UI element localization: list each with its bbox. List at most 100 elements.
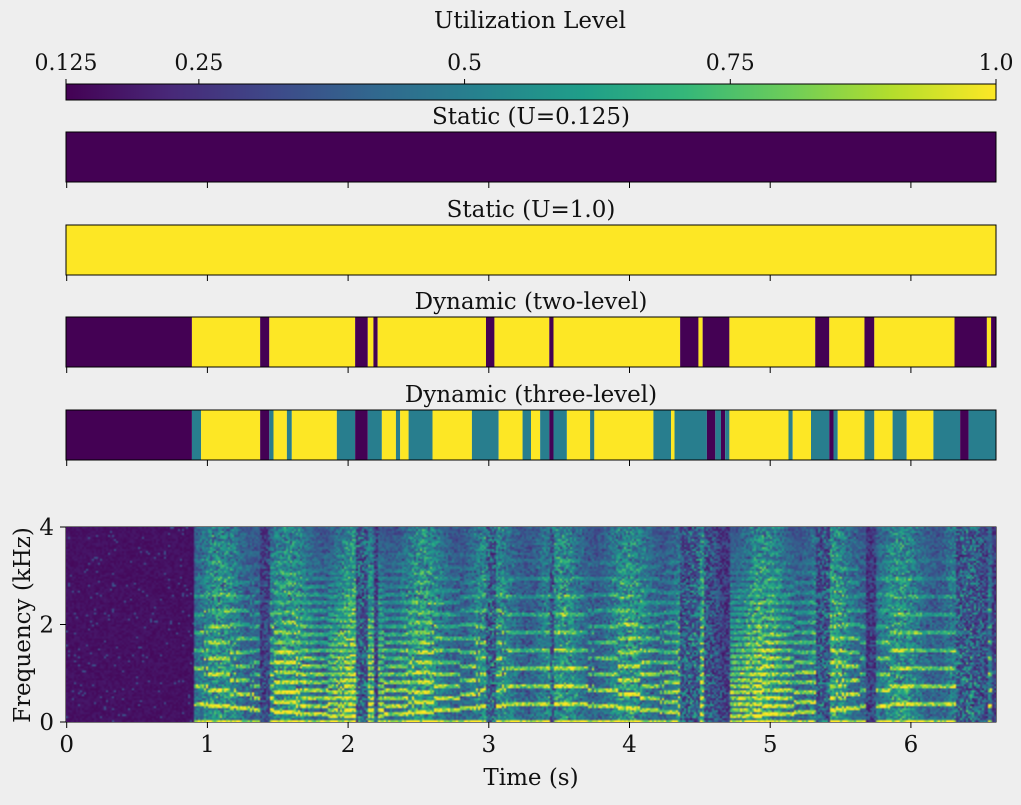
utilization-bar-1: Static (U=1.0): [65, 197, 997, 281]
utilization-segment: [549, 410, 554, 460]
colorbar: [65, 83, 997, 101]
utilization-segment: [698, 317, 703, 367]
utilization-segment: [590, 410, 595, 460]
utilization-segment: [960, 410, 969, 460]
utilization-segment: [829, 410, 834, 460]
utilization-segment: [273, 410, 287, 460]
utilization-segment: [373, 317, 378, 367]
utilization-segment: [269, 410, 274, 460]
utilization-segment: [498, 410, 523, 460]
utilization-segment: [408, 410, 433, 460]
utilization-segment: [291, 410, 337, 460]
bar-frame: [65, 131, 997, 183]
utilization-segment: [471, 410, 499, 460]
utilization-segment: [833, 410, 838, 460]
utilization-segment: [400, 410, 409, 460]
utilization-segment: [906, 410, 934, 460]
utilization-bar-2: Dynamic (two-level): [65, 289, 997, 373]
utilization-segment: [66, 225, 996, 275]
utilization-segment: [260, 317, 270, 367]
bar-title: Dynamic (three-level): [405, 382, 657, 408]
colorbar-tick-label: 0.25: [174, 51, 223, 76]
colorbar-tick-label: 0.75: [706, 51, 755, 76]
utilization-segment: [381, 410, 396, 460]
utilization-segment: [66, 132, 996, 182]
utilization-segment: [864, 410, 875, 460]
utilization-segment: [191, 410, 202, 460]
utilization-segment: [954, 317, 987, 367]
bar-frame: [65, 409, 997, 461]
utilization-segment: [892, 410, 907, 460]
x-tick-label: 0: [59, 732, 74, 758]
utilization-segment: [395, 410, 401, 460]
bar-frame: [65, 224, 997, 276]
utilization-segment: [269, 317, 356, 367]
utilization-segment: [720, 410, 726, 460]
utilization-segment: [674, 410, 707, 460]
utilization-segment: [671, 410, 675, 460]
utilization-segment: [653, 410, 672, 460]
colorbar-tick-label: 0.125: [35, 51, 98, 76]
utilization-segment: [191, 317, 261, 367]
x-tick-label: 5: [763, 732, 778, 758]
utilization-segment: [286, 410, 292, 460]
y-axis-label: Frequency (kHz): [10, 527, 36, 723]
utilization-segment: [367, 410, 382, 460]
utilization-segment: [549, 317, 554, 367]
utilization-segment: [968, 410, 996, 460]
spectrogram-image: [66, 527, 996, 722]
utilization-segment: [706, 410, 716, 460]
utilization-segment: [566, 410, 591, 460]
utilization-segment: [367, 317, 374, 367]
utilization-segment: [66, 317, 192, 367]
utilization-segment: [864, 317, 875, 367]
utilization-segment: [702, 317, 730, 367]
utilization-segment: [986, 317, 992, 367]
y-tick-label: 0: [39, 710, 54, 736]
bar-frame: [65, 316, 997, 368]
bar-title: Static (U=1.0): [447, 197, 616, 223]
utilization-segment: [355, 317, 368, 367]
utilization-bar-0: Static (U=0.125): [65, 104, 997, 188]
utilization-segment: [729, 410, 789, 460]
colorbar-label: Utilization Level: [434, 8, 626, 34]
utilization-segment: [788, 410, 793, 460]
colorbar-tick-label: 1.0: [979, 51, 1014, 76]
utilization-segment: [933, 410, 961, 460]
x-tick-label: 1: [200, 732, 215, 758]
utilization-segment: [260, 410, 270, 460]
utilization-segment: [680, 317, 699, 367]
utilization-segment: [522, 410, 532, 460]
utilization-segment: [815, 317, 830, 367]
bar-title: Static (U=0.125): [432, 104, 630, 130]
utilization-segment: [725, 410, 730, 460]
utilization-segment: [377, 317, 486, 367]
utilization-segment: [829, 317, 865, 367]
utilization-segment: [494, 317, 550, 367]
colorbar-tick-label: 0.5: [447, 51, 482, 76]
utilization-segment: [336, 410, 356, 460]
utilization-segment: [432, 410, 472, 460]
utilization-segment: [715, 410, 721, 460]
utilization-segment: [729, 317, 816, 367]
utilization-segment: [485, 317, 495, 367]
utilization-segment: [874, 317, 955, 367]
bar-title: Dynamic (two-level): [415, 289, 648, 315]
utilization-segment: [540, 410, 550, 460]
utilization-segment: [201, 410, 261, 460]
x-tick-label: 4: [622, 732, 637, 758]
utilization-segment: [553, 317, 681, 367]
x-tick-label: 6: [904, 732, 919, 758]
utilization-bar-3: Dynamic (three-level): [65, 382, 997, 466]
x-tick-label: 3: [481, 732, 496, 758]
utilization-segment: [874, 410, 893, 460]
utilization-segment: [553, 410, 567, 460]
utilization-segment: [531, 410, 541, 460]
y-tick-label: 4: [39, 515, 54, 541]
utilization-segment: [991, 317, 996, 367]
utilization-segment: [811, 410, 830, 460]
y-tick-label: 2: [39, 613, 54, 639]
utilization-segment: [594, 410, 654, 460]
